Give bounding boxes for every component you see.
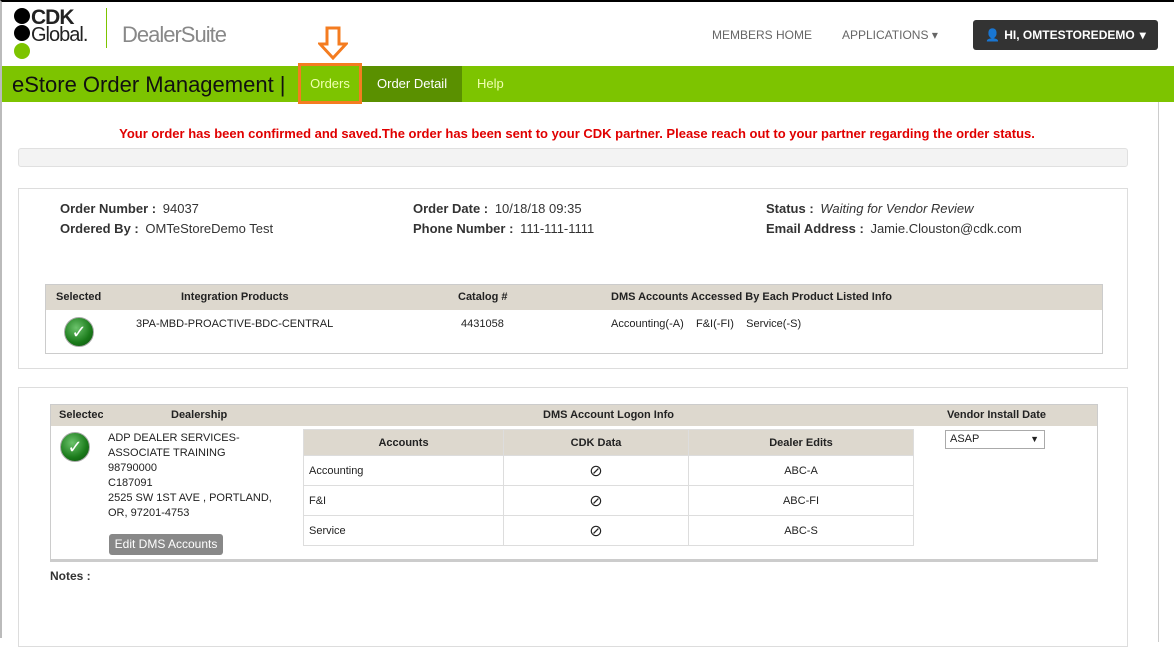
account-row: F&I ⊘ ABC-FI	[303, 485, 914, 516]
edit-dms-accounts-button[interactable]: Edit DMS Accounts	[109, 534, 223, 555]
email-address: Jamie.Clouston@cdk.com	[870, 221, 1022, 236]
members-home-link[interactable]: MEMBERS HOME	[712, 28, 813, 42]
dms-accounts: Accounting(-A) F&I(-FI) Service(-S)	[611, 318, 802, 330]
order-date: 10/18/18 09:35	[494, 201, 582, 216]
phone-number: 111-111-1111	[520, 221, 595, 236]
dropdown-arrow-icon: ▼	[1030, 434, 1039, 444]
account-row: Accounting ⊘ ABC-A	[303, 455, 914, 486]
account-row: Service ⊘ ABC-S	[303, 515, 914, 546]
caret-down-icon: ▾	[931, 28, 938, 42]
product-name: DealerSuite	[122, 22, 227, 47]
caret-down-icon: ▾	[1139, 28, 1146, 42]
ordered-by: OMTeStoreDemo Test	[145, 221, 274, 236]
no-data-icon: ⊘	[503, 455, 689, 486]
progress-bar	[18, 148, 1128, 167]
applications-menu[interactable]: APPLICATIONS ▾	[842, 28, 938, 42]
order-status: Waiting for Vendor Review	[820, 201, 974, 216]
selected-check-icon[interactable]: ✓	[64, 317, 94, 347]
app-title: eStore Order Management |	[12, 72, 286, 97]
notes-label: Notes :	[50, 569, 91, 583]
vendor-install-date-select[interactable]: ASAP ▼	[945, 430, 1045, 449]
no-data-icon: ⊘	[503, 485, 689, 516]
cdk-logo: CDK Global.	[14, 6, 104, 62]
accounts-table: Accounts CDK Data Dealer Edits Accounting ⊘…	[303, 429, 914, 546]
tab-help[interactable]: Help	[477, 76, 504, 91]
dealer-info: ADP DEALER SERVICES- ASSOCIATE TRAINING 98…	[108, 432, 272, 519]
order-summary-panel: Order Number : 94037 Ordered By : OMTeSt…	[18, 188, 1128, 369]
dealer-panel: Selectec Dealership DMS Account Logon In…	[18, 387, 1128, 647]
dealer-edit-value: ABC-A	[688, 455, 914, 486]
dealer-edit-value: ABC-FI	[688, 485, 914, 516]
confirmation-message: Your order has been confirmed and saved.…	[119, 126, 1035, 141]
user-menu-button[interactable]: 👤 HI, OMTESTOREDEMO ▾	[973, 20, 1158, 50]
user-icon: 👤	[985, 28, 1001, 42]
logo-divider	[106, 8, 107, 48]
products-table: Selected Integration Products Catalog # …	[45, 284, 1103, 354]
catalog-number: 4431058	[461, 318, 504, 330]
content-border	[1158, 102, 1159, 642]
product-name: 3PA-MBD-PROACTIVE-BDC-CENTRAL	[136, 318, 334, 330]
main-nav: eStore Order Management | Orders Order D…	[2, 63, 1174, 104]
no-data-icon: ⊘	[503, 515, 689, 546]
order-number: 94037	[162, 201, 199, 216]
tab-orders[interactable]: Orders	[298, 63, 362, 104]
tab-order-detail[interactable]: Order Detail	[362, 66, 463, 102]
dealer-edit-value: ABC-S	[688, 515, 914, 546]
selected-check-icon[interactable]: ✓	[60, 432, 90, 462]
dealer-table: Selectec Dealership DMS Account Logon In…	[50, 404, 1098, 562]
annotation-arrow-icon	[316, 26, 350, 63]
